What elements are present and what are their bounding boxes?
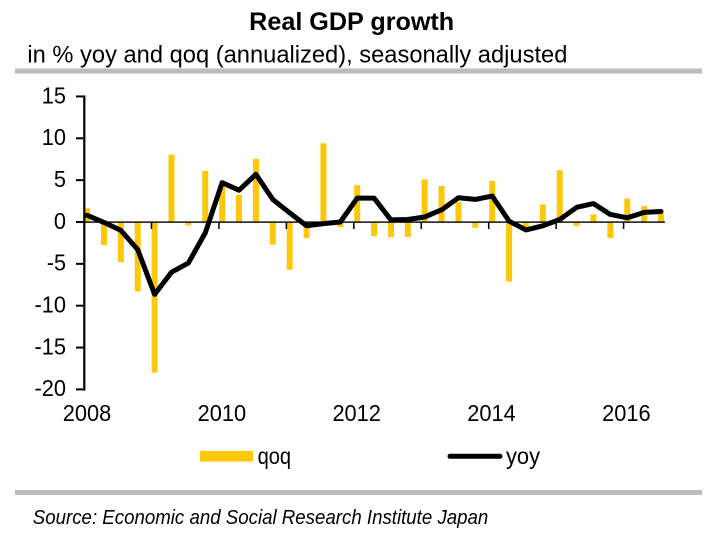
svg-text:-5: -5	[47, 250, 66, 276]
svg-text:Source: Economic and Social Re: Source: Economic and Social Research Ins…	[33, 507, 489, 529]
svg-text:2010: 2010	[198, 400, 247, 426]
svg-text:0: 0	[54, 208, 66, 234]
svg-text:-10: -10	[35, 292, 67, 318]
svg-text:5: 5	[54, 166, 66, 192]
svg-text:15: 15	[42, 82, 66, 108]
svg-text:2016: 2016	[602, 400, 651, 426]
svg-text:2014: 2014	[467, 400, 516, 426]
svg-text:-15: -15	[35, 333, 67, 359]
svg-text:qoq: qoq	[258, 443, 292, 469]
svg-text:in % yoy and qoq (annualized),: in % yoy and qoq (annualized), seasonall…	[27, 41, 567, 68]
svg-text:10: 10	[42, 124, 66, 150]
svg-text:yoy: yoy	[506, 443, 540, 469]
svg-text:2012: 2012	[332, 400, 381, 426]
svg-text:Real GDP growth: Real GDP growth	[249, 8, 454, 36]
svg-text:-20: -20	[35, 375, 67, 401]
svg-text:2008: 2008	[63, 400, 112, 426]
